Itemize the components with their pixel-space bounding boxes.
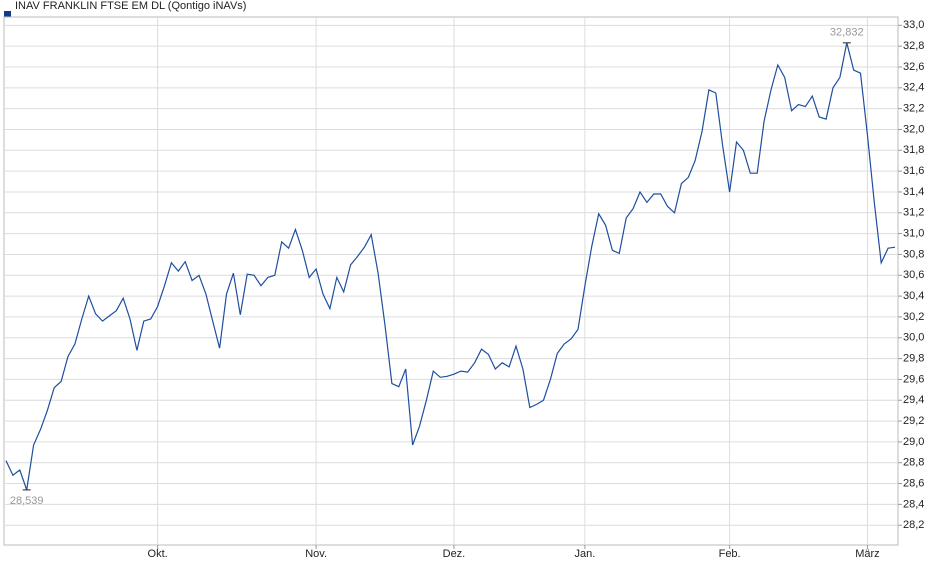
y-tick-label: 28,8 bbox=[903, 457, 924, 469]
price-line bbox=[5, 42, 896, 491]
y-tick-label: 32,8 bbox=[903, 40, 924, 52]
y-tick-label: 28,6 bbox=[903, 477, 924, 489]
y-tick-label: 30,4 bbox=[903, 290, 924, 302]
x-tick-label: Okt. bbox=[148, 548, 168, 560]
legend-label: INAV FRANKLIN FTSE EM DL (Qontigo iNAVs) bbox=[15, 0, 246, 12]
value-label: 32,832 bbox=[830, 27, 864, 39]
y-tick-label: 29,6 bbox=[903, 373, 924, 385]
y-tick-label: 30,8 bbox=[903, 248, 924, 260]
y-tick-label: 29,4 bbox=[903, 394, 924, 406]
y-tick-label: 32,4 bbox=[903, 82, 924, 94]
y-tick-label: 30,0 bbox=[903, 332, 924, 344]
y-tick-label: 32,2 bbox=[903, 103, 924, 115]
x-tick-label: Nov. bbox=[305, 548, 327, 560]
y-tick-label: 31,0 bbox=[903, 228, 924, 240]
x-tick-label: Feb. bbox=[719, 548, 741, 560]
y-tick-label: 29,2 bbox=[903, 415, 924, 427]
y-tick-label: 31,8 bbox=[903, 144, 924, 156]
y-tick-label: 29,0 bbox=[903, 436, 924, 448]
y-tick-label: 28,2 bbox=[903, 519, 924, 531]
y-tick-label: 30,6 bbox=[903, 269, 924, 281]
y-tick-label: 31,2 bbox=[903, 207, 924, 219]
y-tick-label: 30,2 bbox=[903, 311, 924, 323]
plot-area bbox=[3, 16, 899, 546]
y-tick-label: 29,8 bbox=[903, 352, 924, 364]
value-label: 28,539 bbox=[10, 495, 44, 507]
y-tick-label: 31,6 bbox=[903, 165, 924, 177]
y-tick-label: 32,6 bbox=[903, 61, 924, 73]
y-tick-label: 28,4 bbox=[903, 498, 924, 510]
y-tick-label: 33,0 bbox=[903, 19, 924, 31]
y-tick-label: 31,4 bbox=[903, 186, 924, 198]
x-tick-label: März bbox=[855, 548, 879, 560]
y-tick-label: 32,0 bbox=[903, 123, 924, 135]
x-tick-label: Dez. bbox=[443, 548, 466, 560]
x-tick-label: Jan. bbox=[574, 548, 595, 560]
legend-swatch bbox=[4, 11, 11, 18]
